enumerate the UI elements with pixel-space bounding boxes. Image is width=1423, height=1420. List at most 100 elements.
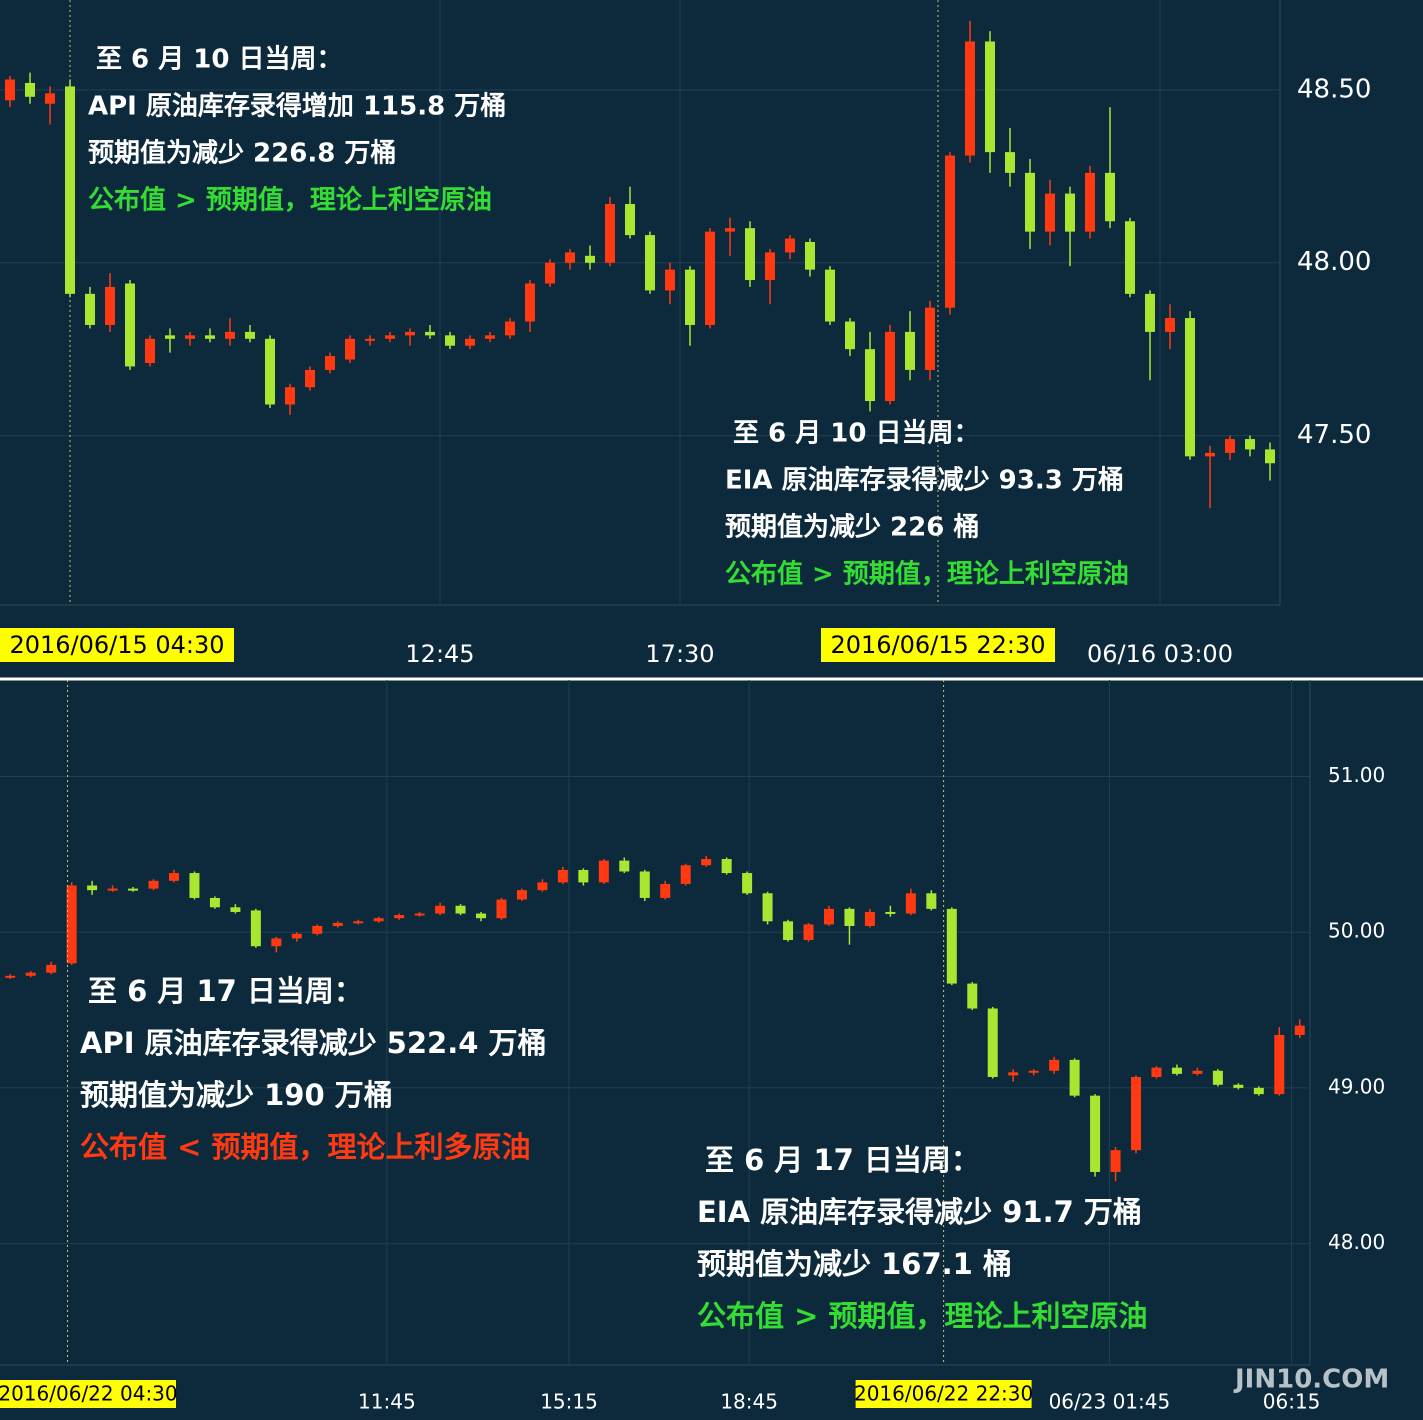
candle-body bbox=[1294, 1025, 1305, 1035]
candle-body bbox=[87, 885, 98, 891]
annotation-line: 至 6 月 10 日当周： bbox=[733, 419, 979, 449]
candle-body bbox=[619, 860, 630, 872]
candle-body bbox=[805, 242, 815, 270]
candle-body bbox=[1045, 193, 1055, 232]
candle-body bbox=[165, 335, 175, 339]
y-tick-label: 47.50 bbox=[1297, 420, 1371, 450]
candle-body bbox=[1008, 1072, 1019, 1076]
x-tick-label: 11:45 bbox=[358, 1390, 416, 1414]
candle-body bbox=[168, 873, 179, 881]
candle-body bbox=[105, 286, 115, 325]
candle-body bbox=[465, 338, 475, 346]
candle-body bbox=[885, 331, 895, 402]
candle-body bbox=[505, 321, 515, 336]
candle-body bbox=[5, 975, 16, 978]
candle-body bbox=[685, 269, 695, 325]
candle-body bbox=[185, 335, 195, 339]
candle-body bbox=[578, 869, 589, 883]
candle-body bbox=[45, 93, 55, 104]
y-tick-label: 48.00 bbox=[1328, 1230, 1385, 1254]
candle-body bbox=[365, 338, 375, 341]
event-label-box bbox=[855, 1380, 1032, 1408]
candle-body bbox=[25, 82, 35, 97]
candle-body bbox=[394, 915, 405, 919]
annotation-line: 预期值为减少 226.8 万桶 bbox=[88, 138, 396, 169]
candle-body bbox=[107, 888, 118, 891]
candle-body bbox=[405, 331, 415, 336]
candle-body bbox=[598, 860, 609, 883]
candle-body bbox=[305, 369, 315, 388]
annotation-line: 公布值 > 预期值，理论上利空原油 bbox=[88, 185, 492, 216]
watermark: JIN10.COM bbox=[1233, 1365, 1389, 1395]
annotation-line: 公布值 < 预期值，理论上利多原油 bbox=[80, 1130, 531, 1164]
candle-body bbox=[987, 1008, 998, 1077]
candle-body bbox=[762, 893, 773, 922]
candle-body bbox=[1049, 1059, 1060, 1071]
candle-body bbox=[1065, 193, 1075, 232]
candle-body bbox=[1028, 1070, 1039, 1073]
candle-body bbox=[605, 203, 615, 263]
candle-body bbox=[865, 349, 875, 402]
annotation-line: API 原油库存录得增加 115.8 万桶 bbox=[88, 91, 506, 122]
candle-body bbox=[455, 905, 466, 914]
candle-body bbox=[312, 925, 323, 934]
annotation-line: EIA 原油库存录得减少 93.3 万桶 bbox=[725, 465, 1124, 496]
candle-body bbox=[864, 911, 875, 926]
candle-body bbox=[1171, 1067, 1182, 1074]
candle-body bbox=[1212, 1070, 1223, 1085]
y-tick-label: 48.00 bbox=[1297, 247, 1371, 277]
candle-body bbox=[485, 335, 495, 339]
candle-body bbox=[905, 893, 916, 914]
x-tick-label: 06/23 01:45 bbox=[1049, 1390, 1171, 1414]
candle-body bbox=[128, 888, 139, 891]
x-tick-label: 15:15 bbox=[540, 1390, 598, 1414]
candle-body bbox=[557, 869, 568, 883]
annotation-line: API 原油库存录得减少 522.4 万桶 bbox=[80, 1026, 547, 1060]
candle-body bbox=[785, 238, 795, 253]
y-tick-label: 48.50 bbox=[1297, 74, 1371, 104]
candle-body bbox=[46, 964, 57, 973]
annotation-line: 至 6 月 10 日当周： bbox=[96, 45, 342, 75]
candle-body bbox=[225, 331, 235, 339]
candle-body bbox=[565, 252, 575, 263]
candle-body bbox=[803, 924, 814, 940]
candle-body bbox=[85, 293, 95, 325]
candle-body bbox=[1165, 318, 1175, 332]
candle-body bbox=[445, 335, 455, 346]
candle-body bbox=[1151, 1067, 1162, 1077]
x-tick-label: 17:30 bbox=[645, 640, 714, 668]
candle-body bbox=[189, 873, 200, 898]
annotation-line: 公布值 > 预期值，理论上利空原油 bbox=[697, 1299, 1148, 1333]
candle-body bbox=[926, 893, 937, 909]
event-label-box bbox=[0, 628, 234, 662]
candle-body bbox=[967, 983, 978, 1009]
candle-body bbox=[765, 252, 775, 281]
event-label: 2016/06/15 04:30 bbox=[9, 631, 224, 659]
candle-body bbox=[525, 283, 535, 322]
candle-body bbox=[435, 905, 446, 914]
candle-body bbox=[1225, 439, 1235, 453]
candle-body bbox=[925, 307, 935, 370]
candle-body bbox=[1245, 439, 1255, 450]
candle-body bbox=[1205, 452, 1215, 457]
candle-body bbox=[1233, 1084, 1244, 1088]
candle-body bbox=[1025, 172, 1035, 232]
candle-body bbox=[825, 269, 835, 322]
event-label: 2016/06/22 04:30 bbox=[0, 1382, 178, 1406]
candle-body bbox=[537, 882, 548, 891]
y-tick-label: 51.00 bbox=[1328, 763, 1385, 787]
candle-body bbox=[5, 79, 15, 101]
candle-body bbox=[965, 41, 975, 156]
candle-body bbox=[425, 331, 435, 336]
candle-body bbox=[125, 283, 135, 367]
candle-body bbox=[1253, 1087, 1264, 1095]
candle-body bbox=[701, 859, 712, 866]
candle-body bbox=[1110, 1150, 1121, 1172]
candle-body bbox=[496, 899, 507, 919]
candle-body bbox=[271, 938, 282, 947]
candle-body bbox=[373, 918, 384, 922]
candle-body bbox=[885, 911, 896, 914]
candle-body bbox=[625, 203, 635, 236]
event-label-box bbox=[821, 628, 1055, 662]
candle-body bbox=[705, 231, 715, 325]
